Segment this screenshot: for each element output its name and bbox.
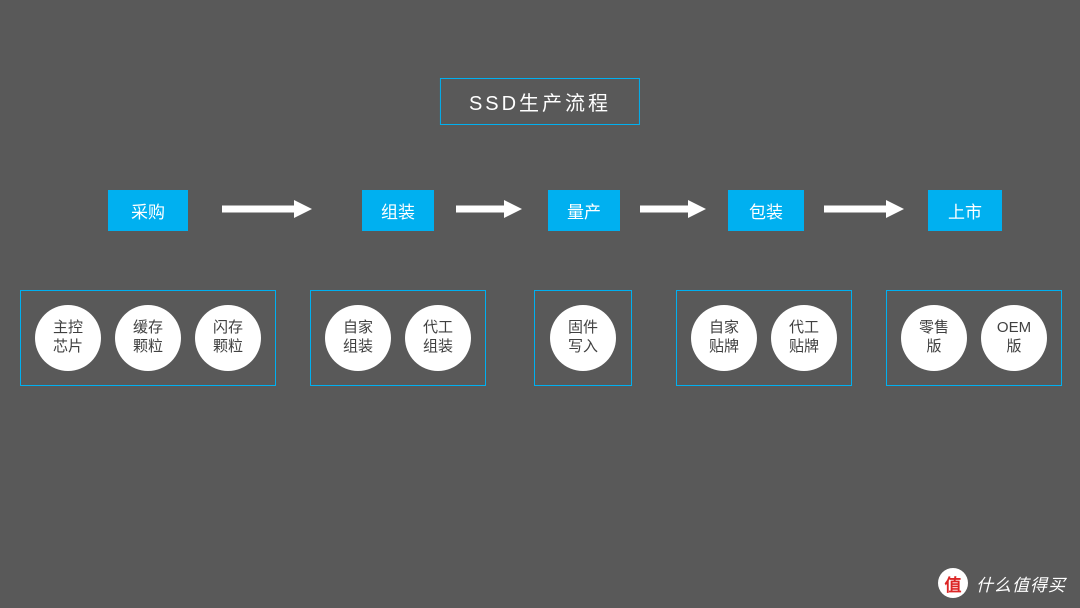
detail-group-0: 主控芯片缓存颗粒闪存颗粒 [20, 290, 276, 386]
stage-label-4: 上市 [928, 190, 1002, 231]
detail-circle: 代工组装 [405, 305, 471, 371]
diagram-title: SSD生产流程 [440, 78, 640, 125]
stage-label-2: 量产 [548, 190, 620, 231]
detail-circle: 自家贴牌 [691, 305, 757, 371]
detail-circle: 缓存颗粒 [115, 305, 181, 371]
arrow-icon [456, 200, 522, 218]
stage-label-0: 采购 [108, 190, 188, 231]
arrow-icon [824, 200, 904, 218]
detail-circle: 主控芯片 [35, 305, 101, 371]
watermark-text: 什么值得买 [976, 571, 1066, 596]
stage-label-1: 组装 [362, 190, 434, 231]
details-row: 主控芯片缓存颗粒闪存颗粒自家组装代工组装固件写入自家贴牌代工贴牌零售版OEM版 [0, 290, 1080, 400]
detail-circle: 闪存颗粒 [195, 305, 261, 371]
detail-circle: OEM版 [981, 305, 1047, 371]
detail-group-3: 自家贴牌代工贴牌 [676, 290, 852, 386]
stage-label-3: 包装 [728, 190, 804, 231]
stages-row: 采购 组装 量产 包装 上市 [0, 190, 1080, 234]
detail-group-1: 自家组装代工组装 [310, 290, 486, 386]
arrow-icon [222, 200, 312, 218]
detail-circle: 代工贴牌 [771, 305, 837, 371]
arrow-icon [640, 200, 706, 218]
detail-circle: 零售版 [901, 305, 967, 371]
watermark-icon: 值 [938, 568, 968, 598]
detail-group-2: 固件写入 [534, 290, 632, 386]
watermark: 值 什么值得买 [938, 568, 1066, 598]
detail-group-4: 零售版OEM版 [886, 290, 1062, 386]
detail-circle: 固件写入 [550, 305, 616, 371]
detail-circle: 自家组装 [325, 305, 391, 371]
